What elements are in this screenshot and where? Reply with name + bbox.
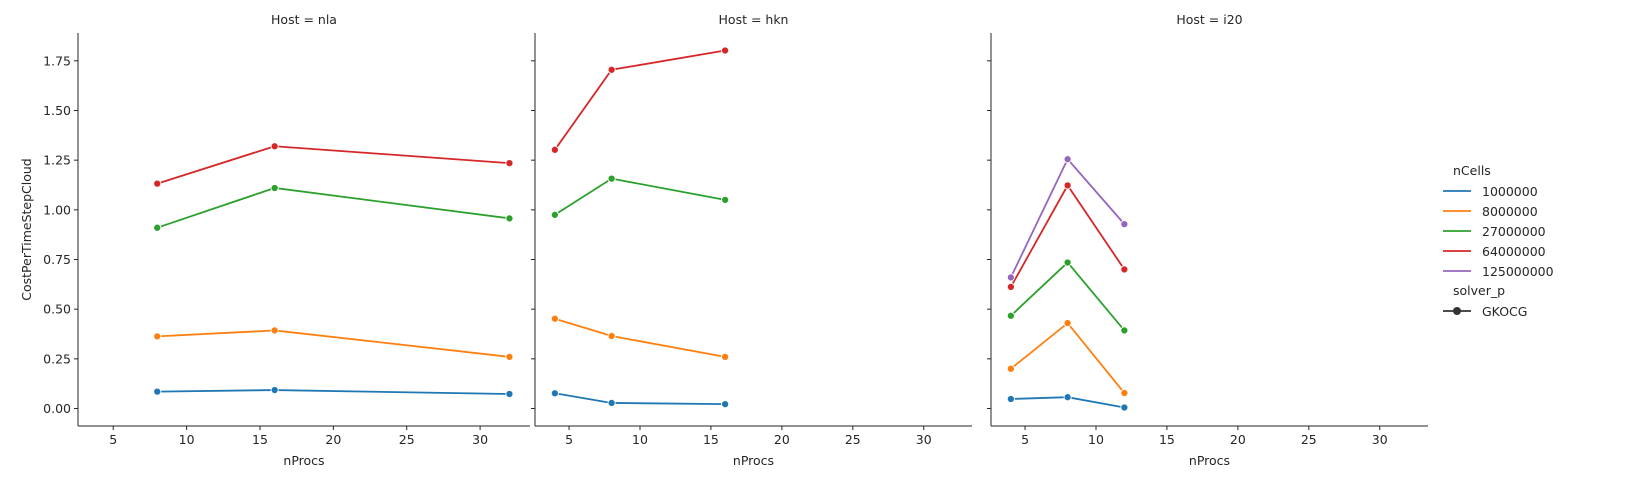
data-point-27000000	[721, 195, 730, 204]
x-axis-label: nProcs	[1189, 453, 1230, 468]
series-line-1000000	[157, 389, 510, 395]
y-tick-label: 0.50	[43, 302, 71, 317]
x-tick-label: 5	[565, 432, 573, 447]
x-tick-label: 15	[1159, 432, 1175, 447]
data-point-8000000	[505, 352, 514, 361]
legend-entry-label: 8000000	[1482, 204, 1538, 219]
series-line-8000000	[157, 329, 510, 358]
x-axis-label: nProcs	[283, 453, 324, 468]
x-tick-label: 10	[632, 432, 648, 447]
data-point-1000000	[721, 400, 730, 409]
data-point-64000000	[505, 159, 514, 168]
data-point-8000000	[1063, 319, 1072, 328]
x-tick-label: 10	[179, 432, 195, 447]
data-point-27000000	[270, 183, 279, 193]
data-point-64000000	[607, 65, 616, 74]
data-point-8000000	[607, 331, 616, 341]
legend-entry-label: 27000000	[1482, 224, 1546, 239]
data-point-27000000	[505, 214, 514, 223]
legend-entry-label: GKOCG	[1482, 304, 1527, 319]
data-point-1000000	[1120, 403, 1129, 412]
legend-marker	[1453, 307, 1461, 315]
data-point-64000000	[153, 179, 162, 188]
x-tick-label: 5	[109, 432, 117, 447]
x-tick-label: 20	[325, 432, 341, 447]
data-point-64000000	[270, 142, 279, 151]
facet-title: Host = i20	[1176, 12, 1242, 27]
data-point-8000000	[1006, 364, 1015, 373]
facet-title: Host = hkn	[719, 12, 789, 27]
y-tick-label: 0.00	[43, 401, 71, 416]
data-point-27000000	[153, 223, 162, 232]
x-tick-label: 5	[1021, 432, 1029, 447]
legend-hue-title: nCells	[1453, 163, 1491, 178]
y-tick-label: 0.75	[43, 252, 71, 267]
data-point-1000000	[505, 389, 514, 399]
x-tick-label: 25	[845, 432, 861, 447]
x-tick-label: 25	[399, 432, 415, 447]
data-point-1000000	[607, 398, 616, 408]
facet-title: Host = nla	[271, 12, 337, 27]
data-point-1000000	[270, 385, 279, 395]
data-point-27000000	[1063, 258, 1072, 267]
series-line-8000000	[1010, 321, 1126, 394]
data-point-8000000	[721, 352, 730, 361]
x-tick-label: 30	[472, 432, 488, 447]
x-tick-label: 10	[1088, 432, 1104, 447]
data-point-8000000	[550, 314, 559, 323]
y-tick-label: 0.25	[43, 351, 71, 366]
legend-entry-label: 125000000	[1482, 264, 1554, 279]
legend-style-title: solver_p	[1453, 283, 1505, 298]
data-point-125000000	[1120, 220, 1129, 229]
series-line-64000000	[554, 49, 726, 151]
x-axis-label: nProcs	[733, 453, 774, 468]
data-point-64000000	[721, 46, 730, 55]
series-line-1000000	[554, 392, 726, 406]
series-line-27000000	[554, 177, 726, 216]
data-point-125000000	[1006, 273, 1015, 282]
x-tick-label: 25	[1301, 432, 1317, 447]
x-tick-label: 30	[916, 432, 932, 447]
y-axis-label: CostPerTimeStepCloud	[19, 158, 34, 300]
y-tick-label: 1.50	[43, 103, 71, 118]
data-point-8000000	[1120, 388, 1129, 398]
data-point-8000000	[270, 326, 279, 335]
data-point-1000000	[1063, 393, 1072, 402]
x-tick-label: 15	[703, 432, 719, 447]
data-point-64000000	[1063, 181, 1072, 190]
series-line-27000000	[156, 187, 510, 229]
data-point-27000000	[550, 210, 559, 219]
data-point-1000000	[153, 387, 162, 396]
data-point-27000000	[1006, 311, 1015, 320]
x-tick-label: 20	[1230, 432, 1246, 447]
data-point-1000000	[1006, 394, 1015, 404]
legend-entry-label: 64000000	[1482, 244, 1546, 259]
x-tick-label: 30	[1372, 432, 1388, 447]
legend-entry-label: 1000000	[1482, 184, 1538, 199]
data-point-27000000	[607, 174, 616, 183]
data-point-64000000	[1006, 282, 1015, 291]
data-point-1000000	[550, 389, 559, 398]
x-tick-label: 20	[774, 432, 790, 447]
series-line-64000000	[156, 145, 510, 185]
series-line-8000000	[554, 317, 726, 358]
data-point-27000000	[1120, 326, 1129, 335]
data-point-125000000	[1063, 155, 1072, 164]
y-tick-label: 1.75	[43, 53, 71, 68]
series-line-64000000	[1010, 183, 1126, 288]
data-point-8000000	[153, 332, 162, 341]
data-point-64000000	[1120, 265, 1129, 274]
data-point-64000000	[550, 145, 559, 154]
y-tick-label: 1.25	[43, 153, 71, 168]
x-tick-label: 15	[252, 432, 268, 447]
y-tick-label: 1.00	[43, 202, 71, 217]
